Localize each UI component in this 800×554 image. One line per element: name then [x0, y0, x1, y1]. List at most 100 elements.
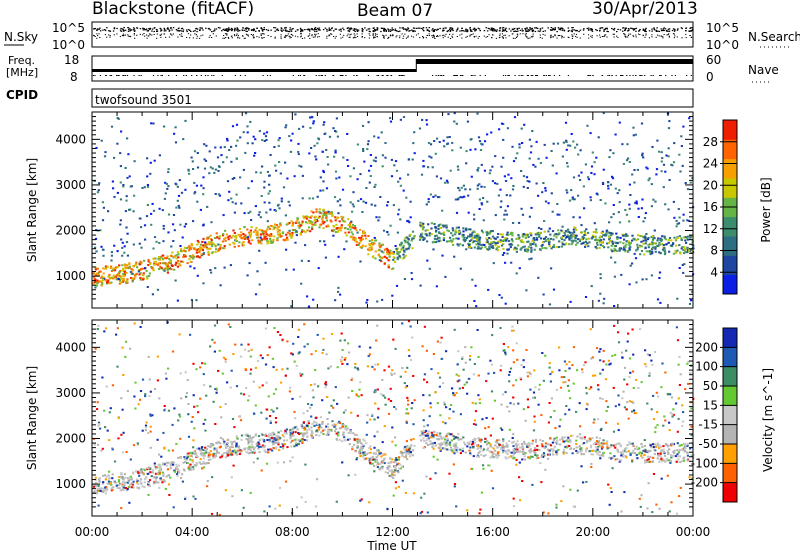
range-gate-cell [158, 258, 161, 261]
range-gate-cell [343, 436, 346, 439]
range-gate-cell [473, 240, 476, 243]
range-gate-cell [500, 296, 503, 299]
range-gate-cell [242, 131, 245, 134]
range-gate-cell [506, 231, 509, 234]
range-gate-cell [250, 226, 253, 229]
range-gate-cell [295, 506, 299, 509]
range-gate-cell [257, 213, 260, 216]
range-gate-cell [300, 496, 303, 499]
range-gate-cell [213, 324, 217, 327]
nave-point [160, 75, 162, 76]
range-gate-cell [363, 439, 366, 442]
range-gate-cell [229, 446, 232, 449]
range-gate-cell [646, 459, 649, 462]
range-gate-cell [220, 154, 223, 157]
range-gate-cell [121, 241, 124, 244]
nave-point [479, 75, 481, 76]
noise-search-point [196, 37, 198, 39]
noise-point [288, 31, 291, 33]
range-gate-cell [271, 431, 274, 434]
noise-search-point [542, 33, 544, 35]
colorbar-tick-label: 16 [703, 200, 718, 214]
range-gate-cell [351, 203, 354, 206]
range-gate-cell [106, 281, 109, 284]
range-gate-cell [590, 285, 593, 288]
range-gate-cell [126, 254, 129, 257]
range-gate-cell [651, 250, 654, 253]
range-gate-cell [528, 457, 531, 460]
range-gate-cell [188, 249, 191, 252]
range-gate-cell [471, 401, 474, 404]
range-gate-cell [259, 171, 262, 174]
range-gate-cell [334, 386, 337, 389]
range-gate-cell [322, 123, 325, 126]
range-gate-cell [193, 192, 196, 195]
range-gate-cell [419, 221, 422, 224]
range-gate-cell [355, 458, 358, 461]
range-gate-cell [222, 356, 225, 359]
range-gate-cell [230, 160, 233, 163]
range-gate-cell [644, 247, 647, 250]
range-gate-cell [388, 253, 391, 256]
range-gate-cell [641, 152, 644, 155]
range-gate-cell [547, 237, 550, 240]
range-gate-cell [438, 232, 441, 235]
range-gate-cell [98, 280, 101, 283]
range-gate-cell [351, 390, 354, 392]
range-gate-cell [337, 290, 340, 293]
range-gate-cell [96, 443, 100, 446]
range-gate-cell [174, 279, 177, 282]
range-gate-cell [688, 117, 691, 120]
noise-search-point [186, 37, 188, 38]
range-gate-cell [202, 282, 205, 285]
noise-point [399, 30, 401, 32]
range-gate-cell [637, 234, 640, 237]
range-gate-cell [267, 226, 270, 229]
range-gate-cell [279, 334, 282, 336]
range-gate-cell [676, 297, 679, 300]
range-gate-cell [103, 155, 107, 158]
range-gate-cell [361, 245, 364, 248]
range-gate-cell [126, 489, 129, 492]
noise-search-point [142, 34, 144, 36]
range-gate-cell [507, 173, 510, 176]
range-gate-cell [419, 237, 422, 240]
range-gate-cell [604, 202, 607, 205]
range-gate-cell [218, 349, 221, 352]
noise-search-point [617, 36, 619, 38]
range-gate-cell [100, 245, 103, 248]
noise-point [244, 27, 247, 29]
range-gate-cell [487, 464, 490, 467]
noise-search-point [449, 33, 451, 35]
noise-point [492, 27, 495, 30]
range-gate-cell [126, 280, 129, 283]
noise-point [281, 30, 283, 32]
noise-search-point [372, 33, 374, 35]
range-gate-cell [489, 169, 492, 172]
range-gate-cell [291, 353, 294, 356]
range-gate-cell [197, 241, 200, 244]
noise-right-tick-top: 10^5 [706, 21, 739, 35]
range-gate-cell [192, 466, 195, 469]
range-gate-cell [497, 451, 500, 454]
range-gate-cell [418, 238, 422, 241]
range-gate-cell [330, 333, 334, 335]
range-gate-cell [616, 448, 619, 451]
range-gate-cell [489, 243, 492, 246]
range-gate-cell [597, 384, 600, 387]
range-gate-cell [229, 386, 232, 389]
range-gate-cell [495, 248, 498, 251]
range-gate-cell [131, 279, 134, 282]
range-gate-cell [406, 458, 409, 461]
range-gate-cell [97, 280, 100, 283]
range-gate-cell [478, 183, 481, 186]
range-gate-cell [566, 162, 569, 165]
range-gate-cell [304, 216, 307, 219]
range-gate-cell [359, 173, 362, 176]
range-gate-cell [647, 179, 650, 182]
freq-label-line1: Freq. [8, 54, 35, 67]
range-gate-cell [688, 476, 691, 479]
range-gate-cell [475, 239, 479, 241]
range-gate-cell [346, 427, 349, 430]
range-gate-cell [468, 244, 471, 247]
